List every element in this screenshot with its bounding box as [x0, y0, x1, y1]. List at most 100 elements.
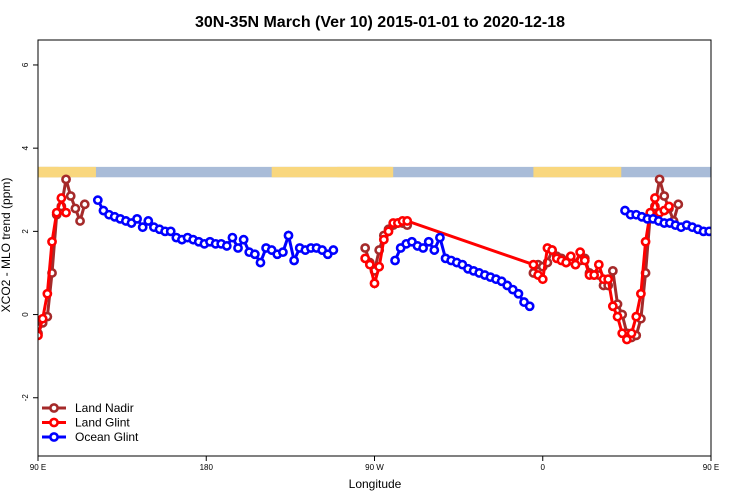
- data-point: [390, 255, 400, 266]
- data-point: [51, 207, 62, 218]
- data-point: [255, 257, 266, 268]
- series-line: [96, 199, 335, 266]
- data-point: [418, 243, 429, 253]
- data-point: [56, 193, 67, 203]
- y-axis: -2 0 2 4 6: [21, 62, 38, 401]
- data-point: [38, 313, 48, 324]
- x-tick-label: 90 E: [703, 463, 719, 472]
- data-point: [617, 328, 628, 339]
- data-point: [277, 247, 288, 258]
- data-point: [565, 251, 576, 262]
- data-point: [635, 288, 646, 299]
- y-tick-label: 4: [21, 145, 30, 150]
- legend-marker: [49, 403, 59, 413]
- data-point: [402, 216, 413, 226]
- data-point: [631, 311, 642, 322]
- legend-label: Land Glint: [75, 416, 130, 430]
- data-point: [383, 226, 394, 237]
- x-axis: 90 E 180 90 W 0 90 E: [30, 456, 719, 472]
- data-point: [570, 259, 581, 270]
- data-point: [650, 193, 660, 203]
- data-point: [612, 311, 623, 322]
- data-point: [65, 191, 76, 201]
- y-tick-label: 0: [21, 312, 30, 317]
- data-point: [607, 265, 618, 276]
- land-band-segment: [38, 166, 96, 178]
- legend-marker: [49, 432, 59, 442]
- data-point: [61, 174, 71, 185]
- data-point: [360, 253, 371, 264]
- land-ocean-band: [38, 166, 711, 178]
- legend-label: Land Nadir: [75, 401, 134, 415]
- data-point: [664, 201, 674, 212]
- x-tick-label: 0: [541, 463, 546, 472]
- x-axis-label: Longitude: [349, 477, 402, 491]
- legend-label: Ocean Glint: [75, 430, 139, 444]
- land-band-segment: [533, 166, 622, 178]
- series-land-glint: [38, 193, 674, 345]
- data-point: [561, 257, 572, 268]
- y-tick-label: 2: [21, 229, 30, 234]
- data-point: [143, 216, 154, 226]
- data-point: [589, 270, 600, 280]
- data-point: [524, 301, 535, 312]
- data-point: [374, 261, 385, 272]
- data-point: [42, 288, 53, 299]
- data-point: [575, 247, 586, 258]
- data-point: [659, 191, 670, 201]
- data-point: [79, 199, 90, 210]
- x-tick-label: 90 E: [30, 463, 46, 472]
- data-point: [132, 213, 142, 224]
- data-point: [233, 243, 243, 253]
- data-point: [640, 236, 651, 247]
- data-point: [378, 234, 389, 245]
- y-axis-label: XCO2 - MLO trend (ppm): [0, 178, 13, 313]
- data-point: [537, 274, 548, 285]
- data-point: [528, 259, 539, 270]
- series-ocean-glint: [92, 195, 711, 312]
- series-layer: [38, 174, 711, 345]
- data-point: [249, 249, 260, 260]
- chart-title: 30N-35N March (Ver 10) 2015-01-01 to 202…: [195, 14, 565, 31]
- data-point: [621, 334, 632, 345]
- data-point: [673, 199, 684, 210]
- data-point: [47, 236, 57, 247]
- data-point: [328, 245, 339, 255]
- data-point: [579, 255, 590, 266]
- plot-frame: [37, 39, 712, 457]
- data-point: [654, 174, 665, 185]
- data-point: [704, 226, 711, 237]
- data-point: [70, 203, 81, 214]
- y-tick-label: 6: [21, 62, 30, 67]
- data-point: [435, 232, 445, 243]
- data-point: [227, 232, 238, 243]
- data-point: [593, 259, 604, 270]
- data-point: [603, 274, 614, 285]
- land-band-segment: [271, 166, 394, 178]
- legend-marker: [49, 417, 59, 428]
- data-point: [238, 234, 249, 245]
- data-point: [369, 278, 380, 289]
- data-point: [547, 245, 557, 255]
- data-point: [289, 255, 300, 266]
- data-point: [423, 236, 434, 247]
- data-point: [92, 195, 103, 206]
- data-point: [513, 288, 524, 299]
- data-point: [165, 226, 176, 237]
- land-band-segment: [39, 166, 59, 178]
- data-point: [360, 243, 371, 253]
- data-point: [607, 301, 618, 312]
- data-point: [429, 245, 440, 255]
- data-point: [626, 328, 637, 339]
- x-tick-label: 180: [200, 463, 214, 472]
- y-tick-label: -2: [21, 394, 30, 402]
- data-point: [364, 259, 375, 270]
- data-point: [61, 207, 71, 218]
- data-point: [75, 216, 85, 226]
- data-point: [221, 241, 232, 251]
- data-point: [137, 222, 148, 233]
- x-tick-label: 90 W: [365, 463, 384, 472]
- data-point: [283, 230, 294, 241]
